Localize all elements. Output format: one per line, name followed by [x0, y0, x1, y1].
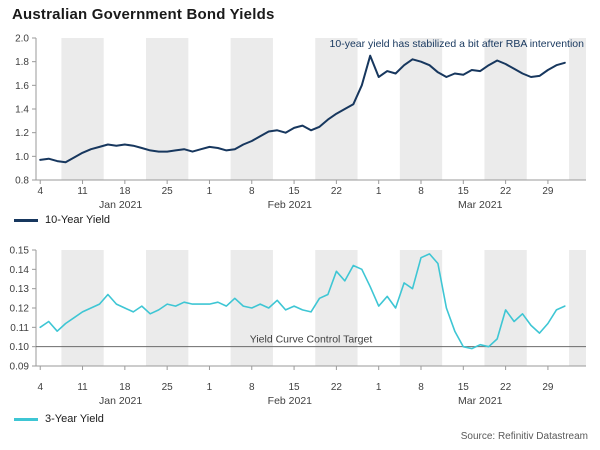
source-text: Source: Refinitiv Datastream [460, 431, 588, 442]
ten-year-yield-chart: 4 11 18 25 1 8 15 22 1 8 15 22 290.81.01.21.41.61.82… [15, 34, 586, 211]
target-label: Yield Curve Control Target [250, 334, 373, 346]
month-label: Jan 2021 [99, 199, 142, 211]
x-tick-label: 8 [249, 186, 255, 197]
x-tick-label: 1 [376, 382, 382, 393]
week-band [315, 250, 358, 366]
month-label: Feb 2021 [268, 395, 313, 407]
x-tick-label: 8 [418, 186, 424, 197]
x-tick-label: 1 [376, 186, 382, 197]
month-label: Jan 2021 [99, 395, 142, 407]
legend-3-year: 3-Year Yield [14, 413, 104, 425]
three-year-yield-chart: 4 11 18 25 1 8 15 22 1 8 15 22 290.090.100.110.120.1… [10, 246, 586, 407]
y-tick-label: 1.8 [15, 57, 29, 68]
x-tick-label: 15 [289, 382, 301, 393]
x-tick-label: 25 [162, 382, 174, 393]
week-band [61, 38, 104, 180]
week-band [61, 250, 104, 366]
x-tick-label: 18 [119, 186, 131, 197]
y-tick-label: 0.14 [10, 265, 30, 276]
series-line-10-year-yield [39, 54, 566, 164]
x-tick-label: 8 [249, 382, 255, 393]
week-band [230, 38, 273, 180]
x-tick-label: 8 [418, 382, 424, 393]
x-tick-label: 22 [331, 382, 343, 393]
annotation-text: 10-year yield has stabilized a bit after… [330, 38, 585, 50]
x-tick-label: 11 [77, 382, 88, 393]
legend-label-3-year: 3-Year Yield [45, 413, 104, 425]
x-tick-label: 11 [77, 186, 88, 197]
x-tick-label: 29 [542, 382, 554, 393]
legend-10-year: 10-Year Yield [14, 214, 110, 226]
week-band [146, 38, 189, 180]
x-tick-label: 1 [207, 382, 213, 393]
y-tick-label: 0.15 [10, 246, 30, 257]
y-tick-label: 2.0 [15, 34, 29, 45]
week-band [146, 250, 189, 366]
week-band [484, 250, 527, 366]
x-tick-label: 1 [207, 186, 213, 197]
y-tick-label: 0.09 [10, 362, 30, 373]
month-label: Mar 2021 [458, 395, 503, 407]
y-tick-label: 1.0 [15, 152, 29, 163]
month-label: Feb 2021 [268, 199, 313, 211]
week-band [484, 38, 527, 180]
x-tick-label: 4 [37, 382, 43, 393]
week-band [399, 250, 443, 366]
series-line-3-year-yield [39, 253, 566, 350]
week-band [399, 38, 443, 180]
y-tick-label: 0.11 [10, 323, 29, 334]
y-tick-label: 0.10 [10, 342, 30, 353]
y-tick-label: 1.2 [15, 128, 29, 139]
x-tick-label: 18 [119, 382, 131, 393]
legend-swatch-10-year [14, 218, 38, 222]
x-tick-label: 15 [458, 186, 470, 197]
x-tick-label: 15 [458, 382, 470, 393]
legend-swatch-3-year [14, 417, 38, 421]
y-tick-label: 0.13 [10, 284, 30, 295]
y-tick-label: 0.12 [10, 304, 30, 315]
x-tick-label: 22 [500, 382, 512, 393]
week-band [569, 250, 586, 366]
month-label: Mar 2021 [458, 199, 503, 211]
legend-label-10-year: 10-Year Yield [45, 214, 111, 226]
week-band [315, 38, 358, 180]
x-tick-label: 25 [162, 186, 174, 197]
y-tick-label: 1.6 [15, 81, 29, 92]
x-tick-label: 15 [289, 186, 301, 197]
y-tick-label: 0.8 [15, 176, 29, 187]
x-tick-label: 29 [542, 186, 554, 197]
x-tick-label: 4 [37, 186, 43, 197]
y-tick-label: 1.4 [15, 105, 29, 116]
x-tick-label: 22 [500, 186, 512, 197]
page-title: Australian Government Bond Yields [12, 6, 275, 23]
x-tick-label: 22 [331, 186, 343, 197]
week-band [569, 38, 586, 180]
